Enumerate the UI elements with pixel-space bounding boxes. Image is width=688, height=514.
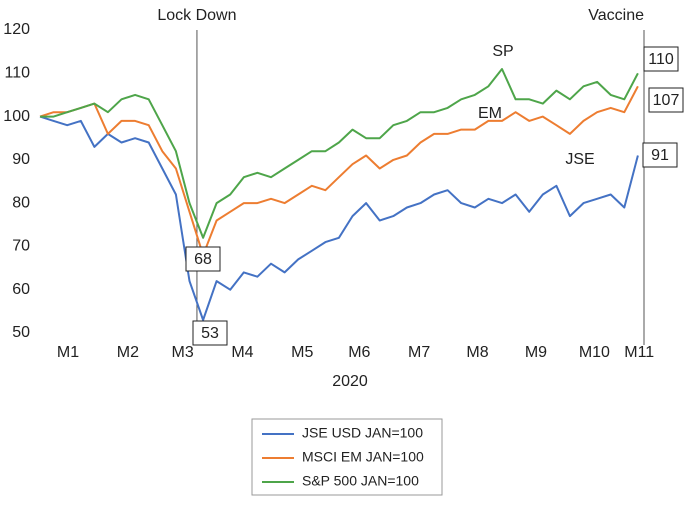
legend-label: S&P 500 JAN=100	[302, 473, 419, 489]
y-tick-label: 60	[12, 281, 30, 298]
callout-label: 68	[194, 251, 212, 268]
x-tick-label: M2	[117, 344, 139, 361]
y-tick-label: 50	[12, 324, 30, 341]
legend-label: JSE USD JAN=100	[302, 425, 423, 441]
x-tick-label: M3	[172, 344, 194, 361]
series-label: JSE	[565, 151, 594, 168]
y-tick-label: 80	[12, 194, 30, 211]
callout-label: 53	[201, 325, 219, 342]
x-axis-title: 2020	[332, 373, 368, 390]
callout-box	[643, 46, 679, 72]
event-label: Lock Down	[157, 7, 236, 24]
series-line	[40, 68, 639, 239]
y-tick-label: 90	[12, 151, 30, 168]
x-tick-label: M1	[57, 344, 79, 361]
callout-label: 91	[651, 147, 669, 164]
legend-box	[251, 418, 443, 496]
y-tick-label: 100	[3, 108, 30, 125]
callout-box	[642, 142, 678, 168]
x-tick-label: M7	[408, 344, 430, 361]
x-tick-label: M5	[291, 344, 313, 361]
legend-label: MSCI EM JAN=100	[302, 449, 424, 465]
callout-box	[185, 246, 221, 272]
callout-label: 110	[648, 51, 674, 68]
series-label: EM	[478, 105, 502, 122]
x-tick-label: M9	[525, 344, 547, 361]
series-line	[39, 85, 639, 257]
series-label: SP	[492, 43, 513, 60]
x-tick-label: M10	[579, 344, 610, 361]
series-line	[39, 115, 639, 321]
x-tick-label: M8	[466, 344, 488, 361]
x-tick-label: M4	[231, 344, 253, 361]
x-tick-label: M6	[348, 344, 370, 361]
callout-label: 107	[653, 92, 680, 109]
y-tick-label: 120	[3, 21, 30, 38]
callout-box	[192, 320, 228, 346]
callout-box	[648, 87, 684, 113]
y-tick-label: 70	[12, 238, 30, 255]
event-label: Vaccine	[588, 7, 644, 24]
y-tick-label: 110	[4, 65, 30, 82]
x-tick-label: M11	[624, 344, 654, 361]
